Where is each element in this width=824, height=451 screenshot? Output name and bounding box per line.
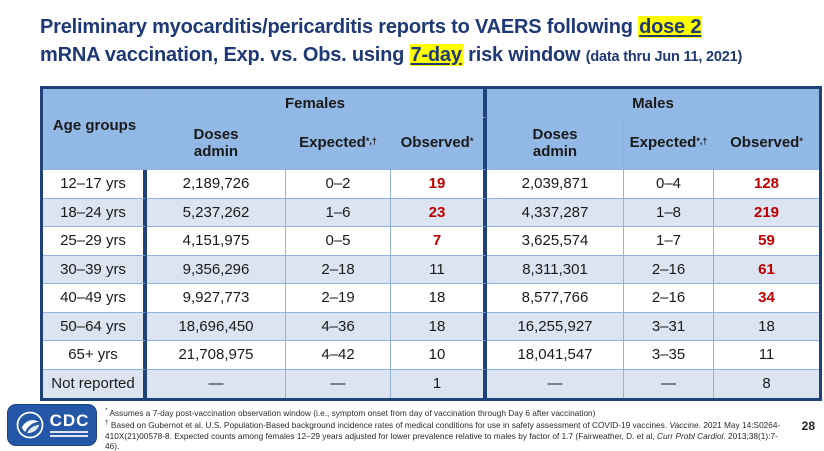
- journal-name: Vaccine.: [669, 420, 701, 431]
- cell-age: 25–29 yrs: [43, 227, 147, 256]
- cell-females-doses: 21,708,975: [147, 341, 286, 370]
- cell-age: 50–64 yrs: [43, 312, 147, 341]
- cell-females-doses: 2,189,726: [147, 170, 286, 199]
- cell-females-observed: 10: [391, 341, 487, 370]
- cell-males-doses: —: [487, 369, 624, 398]
- cell-males-expected: 2–16: [624, 284, 714, 313]
- cell-males-doses: 3,625,574: [487, 227, 624, 256]
- cell-females-doses: 5,237,262: [147, 198, 286, 227]
- subheader-label: Observed: [730, 134, 800, 152]
- hhs-eagle-icon: [16, 411, 43, 439]
- cell-females-observed: 11: [391, 255, 487, 284]
- title-highlight-dose2: dose 2: [638, 16, 703, 38]
- subheader-males-observed: Observed *: [714, 118, 819, 170]
- title-line-1: Preliminary myocarditis/pericarditis rep…: [40, 13, 816, 41]
- cell-males-expected: 0–4: [624, 170, 714, 199]
- cell-age: 12–17 yrs: [43, 170, 147, 199]
- title-text: mRNA vaccination, Exp. vs. Obs. using: [40, 44, 410, 66]
- cell-age: 18–24 yrs: [43, 198, 147, 227]
- footnote-marker: *: [105, 407, 108, 414]
- cell-males-expected: 1–7: [624, 227, 714, 256]
- cell-males-observed: 11: [714, 341, 819, 370]
- cell-females-observed: 1: [391, 369, 487, 398]
- cell-males-observed: 128: [714, 170, 819, 199]
- title-date-note: (data thru Jun 11, 2021): [585, 49, 743, 65]
- subheader-females-observed: Observed *: [391, 118, 487, 170]
- title-highlight-7day: 7-day: [409, 44, 463, 66]
- footnote-text: Based on Gubernot et al. U.S. Population…: [108, 420, 670, 431]
- cell-males-observed: 219: [714, 198, 819, 227]
- cell-females-doses: 18,696,450: [147, 312, 286, 341]
- footnote-marker: †: [105, 419, 109, 427]
- page-number: 28: [801, 419, 815, 433]
- subheader-label: Expected: [629, 134, 697, 152]
- cell-age: 30–39 yrs: [43, 255, 147, 284]
- cell-females-expected: 4–36: [286, 312, 391, 341]
- cell-females-observed: 19: [391, 170, 487, 199]
- cell-males-doses: 18,041,547: [487, 341, 624, 370]
- cell-females-doses: 4,151,975: [147, 227, 286, 256]
- slide-title: Preliminary myocarditis/pericarditis rep…: [40, 13, 816, 71]
- cell-age: 65+ yrs: [43, 341, 147, 370]
- subheader-males-doses: Doses admin: [487, 118, 624, 170]
- cell-females-doses: —: [147, 369, 286, 398]
- cell-males-observed: 8: [714, 369, 819, 398]
- cell-males-doses: 16,255,927: [487, 312, 624, 341]
- cell-females-observed: 23: [391, 198, 487, 227]
- cell-males-expected: 3–31: [624, 312, 714, 341]
- cell-males-observed: 59: [714, 227, 819, 256]
- cell-females-expected: 0–2: [286, 170, 391, 199]
- subheader-label: Expected: [299, 134, 366, 152]
- corner-header-age-groups: Age groups: [43, 89, 147, 170]
- title-text: Preliminary myocarditis/pericarditis rep…: [40, 16, 639, 38]
- cdc-logo-text: CDC: [49, 411, 90, 430]
- cell-males-expected: 3–35: [624, 341, 714, 370]
- cell-males-expected: 1–8: [624, 198, 714, 227]
- subheader-label: Observed: [400, 134, 470, 152]
- subheader-females-doses: Doses admin: [147, 118, 286, 170]
- cell-males-observed: 61: [714, 255, 819, 284]
- cdc-logo-smallprint: [49, 431, 88, 438]
- cell-females-expected: 0–5: [286, 227, 391, 256]
- cdc-logo: CDC: [7, 404, 97, 446]
- cell-females-observed: 18: [391, 312, 487, 341]
- cell-age: Not reported: [43, 369, 147, 398]
- cell-females-expected: 2–18: [286, 255, 391, 284]
- cell-females-expected: 1–6: [286, 198, 391, 227]
- footnote-text: Assumes a 7-day post-vaccination observa…: [107, 407, 596, 418]
- title-line-2: mRNA vaccination, Exp. vs. Obs. using 7-…: [40, 41, 816, 71]
- cell-males-observed: 18: [714, 312, 819, 341]
- cell-males-observed: 34: [714, 284, 819, 313]
- subheader-label: Doses admin: [532, 125, 578, 160]
- cell-females-observed: 7: [391, 227, 487, 256]
- subheader-males-expected: Expected *,†: [624, 118, 714, 170]
- footnote-2: † Based on Gubernot et al. U.S. Populati…: [105, 418, 783, 451]
- cell-males-doses: 4,337,287: [487, 198, 624, 227]
- cdc-logo-text-block: CDC: [49, 411, 90, 438]
- footnote-1: * Assumes a 7-day post-vaccination obser…: [105, 406, 783, 418]
- cell-females-doses: 9,356,296: [147, 255, 286, 284]
- group-header-females: Females: [147, 89, 487, 118]
- cell-females-doses: 9,927,773: [147, 284, 286, 313]
- cell-females-observed: 18: [391, 284, 487, 313]
- cell-females-expected: 2–19: [286, 284, 391, 313]
- cell-males-expected: —: [624, 369, 714, 398]
- cell-males-doses: 8,577,766: [487, 284, 624, 313]
- title-text: risk window: [462, 44, 586, 66]
- cell-males-doses: 8,311,301: [487, 255, 624, 284]
- cell-females-expected: 4–42: [286, 341, 391, 370]
- cell-females-expected: —: [286, 369, 391, 398]
- cell-males-doses: 2,039,871: [487, 170, 624, 199]
- footnote-text: 2013;38(1):7-46).: [105, 430, 778, 451]
- cell-age: 40–49 yrs: [43, 284, 147, 313]
- group-header-males: Males: [487, 89, 819, 118]
- footnotes: * Assumes a 7-day post-vaccination obser…: [105, 406, 783, 451]
- subheader-label: Doses admin: [193, 125, 239, 160]
- vaers-table: Age groups Females Males Doses admin Exp…: [40, 86, 822, 401]
- footnote-text: 2021 May 14:S0264-410X(21)00578-8. Expec…: [105, 420, 781, 441]
- journal-name: Curr Probl Cardiol.: [657, 430, 726, 441]
- cell-males-expected: 2–16: [624, 255, 714, 284]
- subheader-females-expected: Expected *,†: [286, 118, 391, 170]
